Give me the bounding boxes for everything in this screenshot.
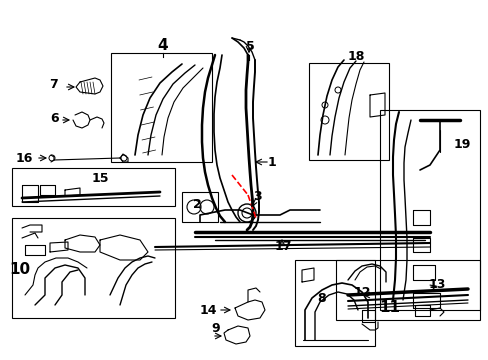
Bar	[308, 63, 388, 160]
Bar	[12, 168, 175, 206]
Text: 19: 19	[452, 139, 470, 152]
Bar	[12, 218, 175, 318]
Bar	[294, 260, 374, 346]
Text: 1: 1	[267, 156, 276, 168]
Text: 17: 17	[274, 239, 291, 252]
Text: 3: 3	[253, 189, 262, 202]
Text: 10: 10	[9, 262, 30, 278]
Text: 9: 9	[211, 321, 220, 334]
Text: 12: 12	[352, 287, 370, 300]
Text: 11: 11	[379, 301, 400, 315]
Text: 4: 4	[157, 39, 168, 54]
Text: 16: 16	[15, 152, 33, 165]
Text: 6: 6	[51, 112, 59, 125]
Text: 15: 15	[91, 171, 108, 184]
Text: 2: 2	[192, 198, 201, 211]
Text: 7: 7	[48, 77, 57, 90]
Text: 8: 8	[317, 292, 325, 305]
Bar	[182, 192, 218, 222]
Text: 18: 18	[346, 49, 364, 63]
Bar	[335, 260, 479, 320]
Text: 14: 14	[199, 303, 216, 316]
Bar	[111, 53, 212, 162]
Text: 5: 5	[245, 40, 254, 53]
Bar	[379, 110, 479, 310]
Text: 13: 13	[427, 279, 445, 292]
